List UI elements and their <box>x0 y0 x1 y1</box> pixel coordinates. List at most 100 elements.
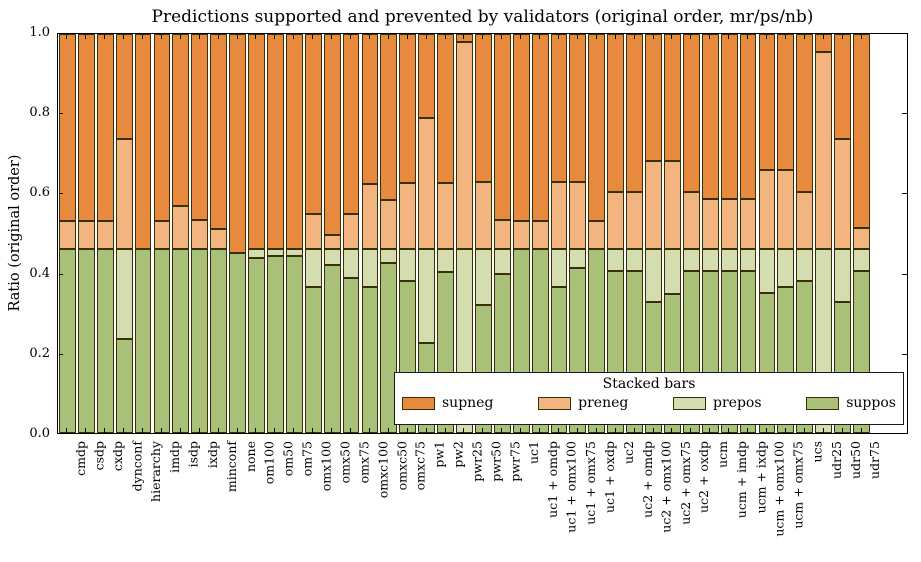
bar-segment-prepos <box>834 249 852 303</box>
x-tick-bottom <box>728 428 730 433</box>
x-tick-label: uc1 + omx100 <box>564 441 580 533</box>
bar-segment-suppos <box>172 249 190 433</box>
x-tick-top <box>463 34 465 39</box>
x-tick-top <box>236 34 238 39</box>
bar-segment-supneg <box>115 34 133 140</box>
x-tick-label: pwr50 <box>488 441 504 482</box>
x-tick-label: omx100 <box>318 441 334 492</box>
x-tick-bottom <box>671 428 673 433</box>
bar-segment-supneg <box>361 34 379 185</box>
y-tick-label: 0.0 <box>29 426 50 441</box>
bar-segment-prepos <box>474 249 492 306</box>
legend-entries: supneg preneg prepos suppos <box>395 392 903 411</box>
x-tick-bottom <box>614 428 616 433</box>
bar-segment-prepos <box>607 249 625 272</box>
y-tick-right <box>902 433 907 434</box>
x-tick-top <box>671 34 673 39</box>
x-tick-top <box>350 34 352 39</box>
stacked-bar-isdp <box>172 34 190 433</box>
x-tick-bottom <box>236 428 238 433</box>
x-tick-bottom <box>293 428 295 433</box>
x-tick-top <box>66 34 68 39</box>
x-tick-bottom <box>142 428 144 433</box>
x-tick-top <box>123 34 125 39</box>
legend-swatch-preneg <box>538 397 572 410</box>
x-tick-bottom <box>66 428 68 433</box>
bar-segment-supneg <box>172 34 190 206</box>
x-tick-label: ucm <box>715 441 731 468</box>
bar-segment-supneg <box>682 34 700 192</box>
stacked-bar-omxc50 <box>380 34 398 433</box>
x-tick-bottom <box>274 428 276 433</box>
bar-segment-prepos <box>701 249 719 272</box>
y-tick-right <box>902 33 907 34</box>
stacked-bar-omx100 <box>304 34 322 433</box>
bar-segment-supneg <box>304 34 322 214</box>
bar-segment-prepos <box>115 249 133 339</box>
bar-segment-suppos <box>304 286 322 433</box>
x-tick-top <box>425 34 427 39</box>
bar-segment-supneg <box>701 34 719 200</box>
bar-segment-preneg <box>588 220 606 250</box>
x-tick-bottom <box>312 428 314 433</box>
x-tick-label: uc1 + oxdp <box>601 441 617 514</box>
legend-entry-preneg: preneg <box>538 396 628 411</box>
x-tick-bottom <box>463 428 465 433</box>
stacked-bar-om50 <box>266 34 284 433</box>
bar-segment-prepos <box>285 249 303 257</box>
stacked-bar-ucm + ixdp <box>739 34 757 433</box>
bar-segment-supneg <box>191 34 209 220</box>
x-tick-label: omxc75 <box>412 441 428 491</box>
bar-segment-supneg <box>134 34 152 250</box>
bar-segment-prepos <box>342 249 360 279</box>
bar-segment-preneg <box>682 192 700 250</box>
stacked-bar-uc1 + omdp <box>531 34 549 433</box>
bar-segment-preneg <box>96 221 114 250</box>
bar-segment-supneg <box>758 34 776 170</box>
x-tick-top <box>558 34 559 39</box>
stacked-bar-udr75 <box>853 34 870 433</box>
bar-segment-preneg <box>853 227 870 250</box>
bar-segment-supneg <box>323 34 341 236</box>
bar-segment-suppos <box>266 256 284 433</box>
bar-segment-preneg <box>796 192 814 250</box>
x-tick-top <box>501 34 503 39</box>
bar-segment-preneg <box>474 182 492 250</box>
x-tick-bottom <box>217 428 219 433</box>
x-tick-bottom <box>331 428 333 433</box>
y-tick-label: 1.0 <box>29 25 50 40</box>
bar-segment-supneg <box>266 34 284 250</box>
x-tick-label: hierarchy <box>148 441 164 502</box>
x-tick-label: uc2 + omdp <box>639 441 655 518</box>
bar-segment-preneg <box>758 169 776 250</box>
bar-segment-supneg <box>853 34 870 228</box>
bar-segment-preneg <box>59 221 76 250</box>
bar-segment-supneg <box>59 34 76 222</box>
bar-segment-suppos <box>361 286 379 433</box>
bar-segment-preneg <box>456 41 473 250</box>
stacked-bar-none <box>229 34 246 433</box>
x-tick-top <box>576 34 578 39</box>
bar-segment-supneg <box>569 34 587 183</box>
x-tick-bottom <box>747 428 749 433</box>
legend: Stacked bars supneg preneg prepos suppos <box>394 372 904 425</box>
bar-segment-preneg <box>361 184 379 250</box>
bar-segment-preneg <box>323 235 341 250</box>
x-tick-top <box>520 34 522 39</box>
bar-segment-supneg <box>474 34 492 183</box>
x-tick-label: uc1 <box>526 441 542 465</box>
x-tick-top <box>539 34 541 39</box>
bar-segment-supneg <box>77 34 95 222</box>
x-tick-top <box>614 34 616 39</box>
bar-segment-prepos <box>853 249 870 272</box>
legend-entry-prepos: prepos <box>673 396 762 411</box>
bar-segment-supneg <box>550 34 568 183</box>
bar-segment-prepos <box>550 249 568 287</box>
bar-segment-supneg <box>720 34 738 200</box>
x-tick-bottom <box>104 428 106 433</box>
stacked-bar-hierarchy <box>134 34 152 433</box>
bar-segment-supneg <box>229 34 246 254</box>
bar-segment-prepos <box>682 249 700 272</box>
stacked-bar-imdp <box>153 34 171 433</box>
stacked-bar-omx75 <box>342 34 360 433</box>
